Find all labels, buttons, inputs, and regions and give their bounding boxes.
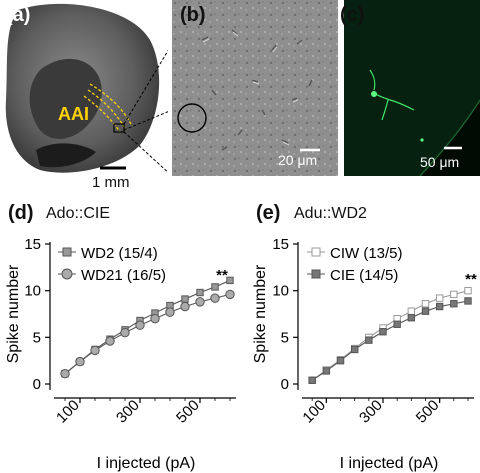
x-tick-label: 100 [53,397,83,427]
data-point-1 [421,300,430,308]
chart-e-title: Adu::WD2 [294,205,367,222]
data-point-2 [135,320,145,330]
x-axis-label: I injected (pA) [97,455,196,472]
y-tick-label: 0 [281,376,289,393]
significance-annotation: ** [465,271,477,288]
data-point-2 [450,300,458,308]
legend-marker-2 [61,268,73,280]
y-tick-label: 15 [272,236,289,253]
data-point-2 [225,289,235,300]
panel-e-letter: (e) [256,202,281,224]
data-point-2 [365,336,373,344]
series-line-2 [311,300,469,381]
data-point-1 [226,276,234,285]
data-point-2 [322,367,331,375]
scale-label-b: 20 μm [278,152,318,168]
data-point-1 [181,295,189,303]
data-point-2 [210,293,220,303]
data-point-2 [464,297,472,305]
x-axis-label: I injected (pA) [340,455,439,472]
data-point-2 [393,320,401,328]
data-point-1 [196,288,204,297]
data-point-2 [350,345,359,354]
data-point-2 [165,307,175,317]
data-point-2 [60,369,70,379]
legend-marker-1 [311,247,321,257]
data-point-2 [180,301,190,312]
scale-label-c: 50 μm [420,154,460,170]
chart-e: 0 5 10 15 100 300 500 Spike number I injected (p… [252,236,477,472]
chart-d-title: Ado::CIE [46,205,111,222]
data-point-1 [435,294,444,302]
y-axis-label: Spike number [5,264,22,363]
data-point-2 [407,314,416,322]
panel-d-letter: (d) [8,202,34,224]
series-line-1 [64,279,231,375]
scale-label-a: 1 mm [92,174,130,191]
panel-c-letter: (c) [340,4,365,26]
chart-d: 0 5 10 15 100 300 500 Spike number I injected (p… [5,236,236,472]
brain-slice-image: (a) AAI 1 mm [0,0,173,196]
legend-marker-1 [62,247,72,257]
data-point-1 [450,290,458,299]
data-point-2 [150,313,160,324]
region-label: AAI [58,104,89,124]
data-point-2 [421,307,430,315]
data-point-1 [464,286,472,295]
panel-a-letter: (a) [6,4,31,26]
data-point-2 [105,336,115,346]
legend-label-1: WD2 (15/4) [81,245,158,262]
legend-label-1: CIW (13/5) [330,245,403,262]
y-tick-label: 0 [33,376,41,393]
panel-b-letter: (b) [180,4,206,26]
y-axis-label: Spike number [252,264,269,363]
x-tick-label: 300 [113,397,143,427]
series-line-1 [311,290,469,381]
x-tick-label: 300 [356,397,386,427]
data-point-2 [75,356,85,367]
fluorescence-image: (c) 50 μm [340,0,480,177]
x-tick-label: 100 [299,397,329,427]
y-tick-label: 15 [24,236,41,253]
dic-micrograph: (b) 20 μm [172,0,338,176]
x-tick-label: 500 [173,397,203,427]
data-point-1 [211,283,219,291]
y-tick-label: 5 [33,329,41,346]
legend-marker-2 [311,269,321,279]
series-line-2 [64,293,231,375]
data-point-2 [195,297,205,307]
data-point-1 [407,307,416,315]
data-point-2 [120,327,130,338]
data-point-2 [90,345,100,356]
significance-annotation: ** [216,267,228,284]
y-tick-label: 10 [24,283,41,300]
y-tick-label: 5 [281,329,289,346]
x-tick-label: 500 [413,397,443,427]
data-point-2 [308,376,316,384]
data-point-2 [336,356,345,365]
data-point-2 [379,328,387,336]
legend-label-2: WD21 (16/5) [81,267,166,284]
legend-label-2: CIE (14/5) [330,267,398,284]
data-point-2 [435,302,444,311]
y-tick-label: 10 [272,283,289,300]
